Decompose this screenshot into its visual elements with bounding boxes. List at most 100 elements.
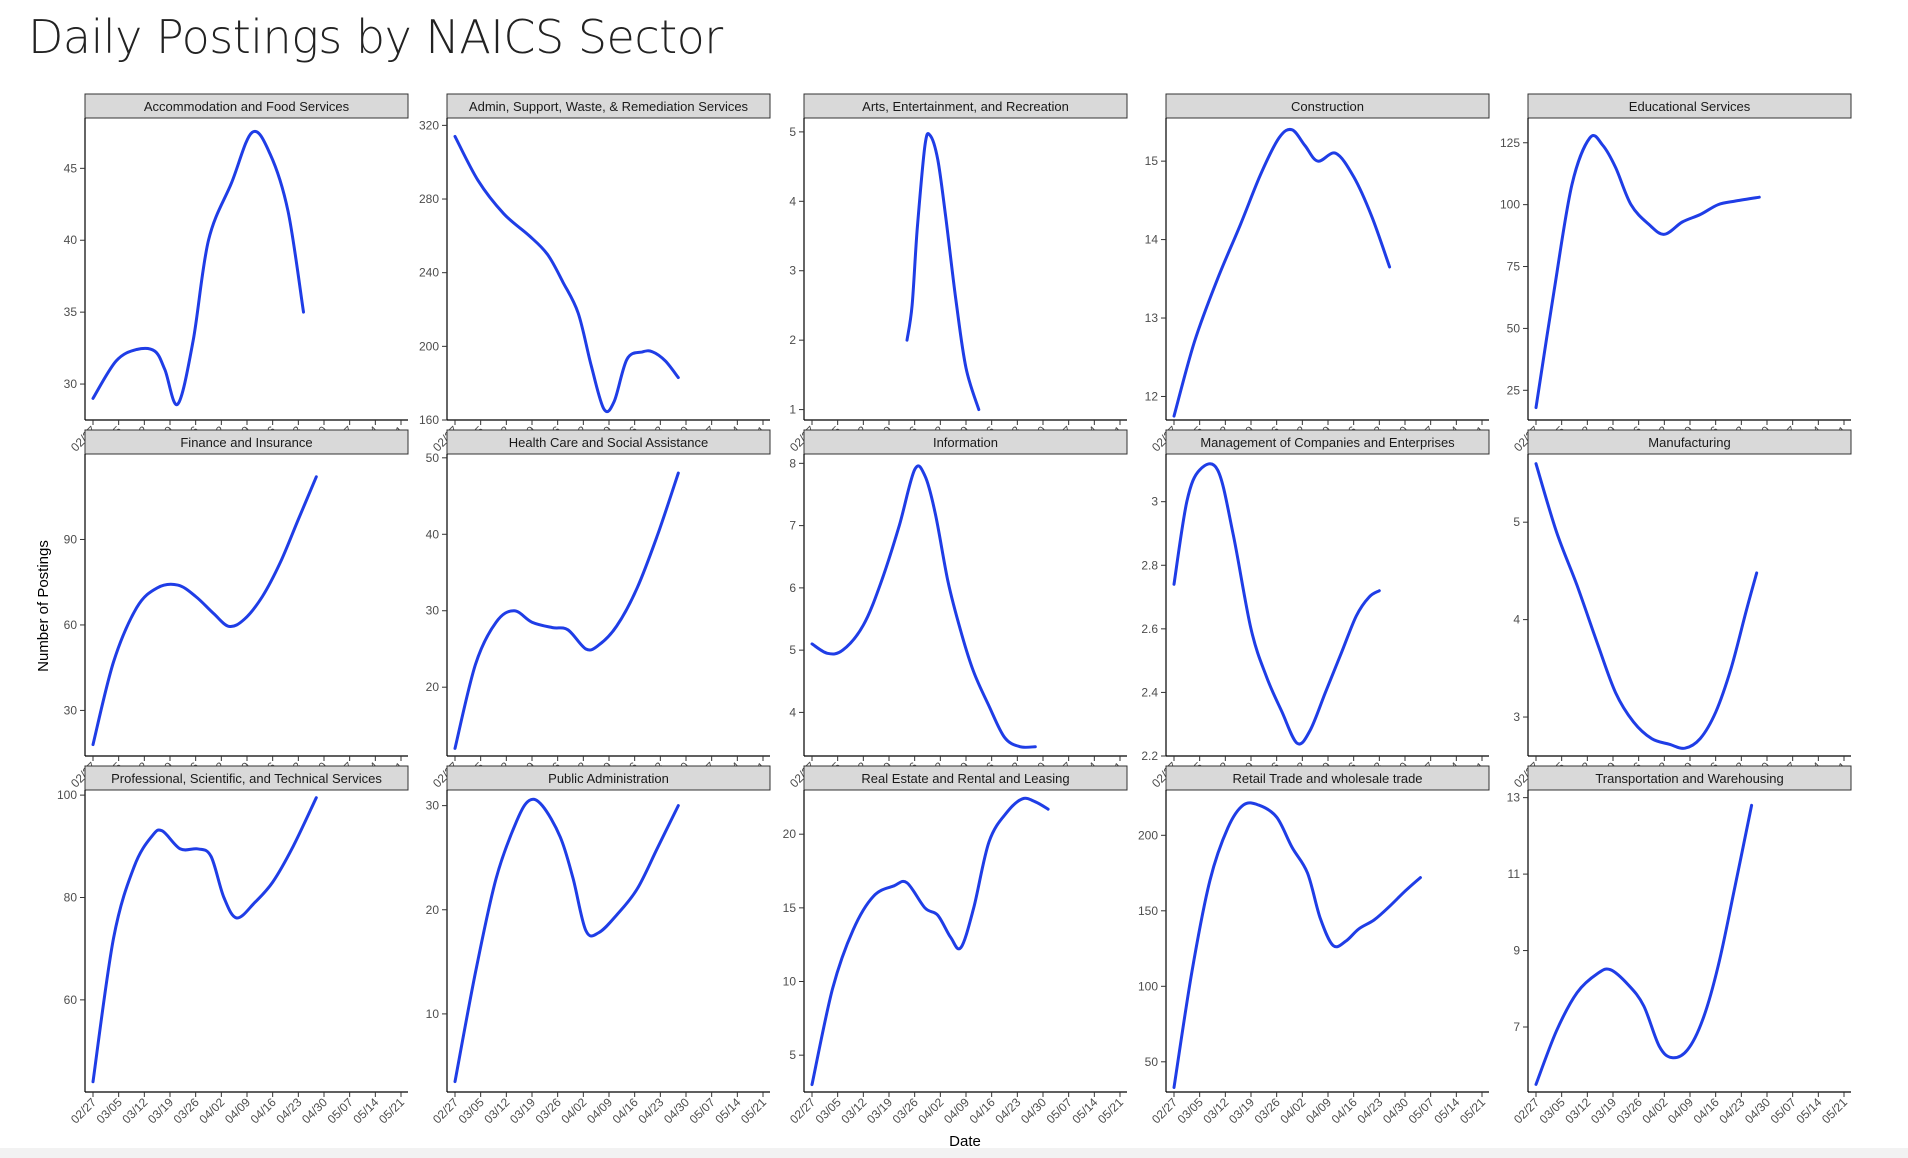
x-tick-label: 03/19 bbox=[507, 1095, 538, 1126]
panel-title: Transportation and Warehousing bbox=[1595, 771, 1783, 786]
y-tick-label: 40 bbox=[64, 233, 78, 247]
panel-educational-services: Educational Services25507510012502/2703/… bbox=[1500, 93, 1852, 454]
panel-admin-support-waste-remediation-services: Admin, Support, Waste, & Remediation Ser… bbox=[419, 93, 771, 454]
panel-title: Management of Companies and Enterprises bbox=[1200, 435, 1455, 450]
y-tick-label: 12 bbox=[1145, 389, 1159, 403]
panel-title: Information bbox=[933, 435, 998, 450]
series-line bbox=[453, 797, 680, 1084]
y-tick-label: 1 bbox=[789, 403, 796, 417]
panel-strip bbox=[1165, 765, 1490, 791]
series-line bbox=[810, 464, 1037, 749]
y-tick-label: 3 bbox=[789, 264, 796, 278]
y-tick-label: 6 bbox=[789, 581, 796, 595]
y-tick-label: 20 bbox=[783, 827, 797, 841]
y-tick-label: 80 bbox=[64, 890, 78, 904]
x-tick-label: 04/02 bbox=[196, 1095, 227, 1126]
y-tick-label: 100 bbox=[1138, 979, 1158, 993]
panel-strip bbox=[803, 93, 1128, 119]
series-line bbox=[905, 131, 981, 412]
x-tick-label: 03/05 bbox=[813, 1095, 844, 1126]
y-tick-label: 11 bbox=[1508, 867, 1521, 881]
panel-construction: Construction1213141502/2703/0503/1203/19… bbox=[1145, 93, 1490, 454]
y-tick-label: 280 bbox=[419, 192, 439, 206]
series-line bbox=[91, 475, 318, 747]
x-tick-label: 04/23 bbox=[992, 1095, 1023, 1126]
x-tick-label: 04/09 bbox=[222, 1095, 253, 1126]
x-axis-title: Date bbox=[949, 1133, 981, 1150]
x-tick-label: 05/07 bbox=[1768, 1095, 1799, 1126]
panel-title: Real Estate and Rental and Leasing bbox=[861, 771, 1069, 786]
panel-public-administration: Public Administration10203002/2703/0503/… bbox=[426, 765, 771, 1126]
x-tick-label: 05/07 bbox=[687, 1095, 718, 1126]
y-tick-label: 125 bbox=[1500, 136, 1520, 150]
panels-layer: Accommodation and Food Services303540450… bbox=[57, 93, 1852, 1126]
x-tick-label: 03/19 bbox=[1226, 1095, 1257, 1126]
x-tick-label: 03/26 bbox=[890, 1095, 921, 1126]
x-tick-label: 04/30 bbox=[661, 1095, 692, 1126]
y-tick-label: 20 bbox=[426, 680, 440, 694]
x-tick-label: 04/30 bbox=[1380, 1095, 1411, 1126]
x-tick-label: 04/30 bbox=[1742, 1095, 1773, 1126]
x-tick-label: 05/21 bbox=[376, 1095, 407, 1126]
y-tick-label: 10 bbox=[783, 975, 797, 989]
x-tick-label: 04/30 bbox=[1018, 1095, 1049, 1126]
y-tick-label: 60 bbox=[64, 993, 78, 1007]
x-tick-label: 03/12 bbox=[1562, 1095, 1593, 1126]
panel-strip bbox=[446, 765, 771, 791]
y-tick-label: 4 bbox=[1513, 613, 1520, 627]
y-tick-label: 60 bbox=[64, 618, 78, 632]
panel-strip bbox=[84, 93, 409, 119]
x-tick-label: 03/12 bbox=[119, 1095, 150, 1126]
y-tick-label: 50 bbox=[1145, 1055, 1159, 1069]
x-tick-label: 03/26 bbox=[1252, 1095, 1283, 1126]
panel-strip bbox=[1165, 93, 1490, 119]
panel-strip bbox=[1527, 765, 1852, 791]
series-line bbox=[1172, 801, 1422, 1089]
x-tick-label: 04/02 bbox=[558, 1095, 589, 1126]
x-tick-label: 04/23 bbox=[1354, 1095, 1385, 1126]
series-line bbox=[1534, 803, 1754, 1086]
y-tick-label: 4 bbox=[789, 194, 796, 208]
panel-title: Finance and Insurance bbox=[180, 435, 312, 450]
y-tick-label: 90 bbox=[64, 532, 78, 546]
panel-finance-and-insurance: Finance and Insurance30609002/2703/0503/… bbox=[64, 429, 409, 790]
panel-title: Manufacturing bbox=[1648, 435, 1730, 450]
x-tick-label: 05/14 bbox=[1069, 1095, 1100, 1126]
x-tick-label: 03/12 bbox=[838, 1095, 869, 1126]
y-tick-label: 8 bbox=[789, 456, 796, 470]
panel-strip bbox=[1165, 429, 1490, 455]
panel-strip bbox=[1527, 93, 1852, 119]
panel-title: Educational Services bbox=[1629, 99, 1751, 114]
panel-title: Retail Trade and wholesale trade bbox=[1232, 771, 1422, 786]
x-tick-label: 04/09 bbox=[1665, 1095, 1696, 1126]
x-tick-label: 03/19 bbox=[145, 1095, 176, 1126]
x-tick-label: 05/07 bbox=[1044, 1095, 1075, 1126]
y-tick-label: 45 bbox=[64, 161, 78, 175]
x-tick-label: 04/23 bbox=[273, 1095, 304, 1126]
y-tick-label: 200 bbox=[419, 339, 439, 353]
y-tick-label: 240 bbox=[419, 266, 439, 280]
x-tick-label: 05/07 bbox=[325, 1095, 356, 1126]
panel-strip bbox=[446, 429, 771, 455]
panel-retail-trade-and-wholesale-trade: Retail Trade and wholesale trade 50 100 150… bbox=[1138, 765, 1490, 1126]
y-tick-label: 7 bbox=[789, 519, 796, 533]
y-tick-label: 4 bbox=[789, 705, 796, 719]
y-tick-label: 3 bbox=[1513, 710, 1520, 724]
x-tick-label: 03/05 bbox=[456, 1095, 487, 1126]
panel-strip bbox=[803, 429, 1128, 455]
x-tick-label: 03/05 bbox=[94, 1095, 125, 1126]
y-tick-label: 7 bbox=[1513, 1020, 1520, 1034]
y-tick-label: 100 bbox=[57, 788, 77, 802]
series-line bbox=[91, 796, 318, 1084]
y-tick-label: 3 bbox=[1151, 495, 1158, 509]
x-tick-label: 04/23 bbox=[635, 1095, 666, 1126]
y-tick-label: 15 bbox=[1145, 154, 1159, 168]
x-tick-label: 04/16 bbox=[967, 1095, 998, 1126]
series-line bbox=[1534, 134, 1761, 410]
panel-strip bbox=[446, 93, 771, 119]
panel-health-care-and-social-assistance: Health Care and Social Assistance 20 30 40 5… bbox=[426, 429, 771, 790]
y-tick-label: 200 bbox=[1138, 828, 1158, 842]
x-tick-label: 04/02 bbox=[1639, 1095, 1670, 1126]
x-tick-label: 03/26 bbox=[171, 1095, 202, 1126]
panel-title: Professional, Scientific, and Technical … bbox=[111, 771, 382, 786]
